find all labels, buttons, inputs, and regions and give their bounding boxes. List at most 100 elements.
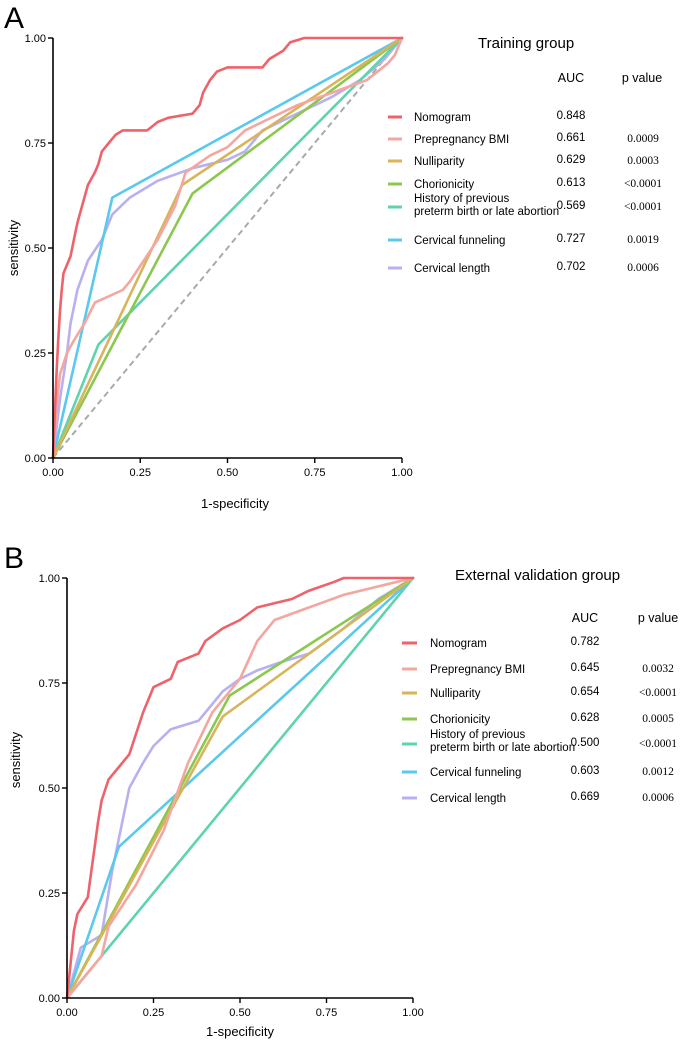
legend-label: Cervical funneling	[414, 235, 505, 247]
legend-auc-header: AUC	[572, 611, 598, 625]
y-axis-title: sensitivity	[8, 731, 23, 788]
legend-p-value: <0.0001	[639, 738, 677, 750]
legend-auc-value: 0.669	[571, 791, 600, 803]
legend-label: Cervical funneling	[430, 767, 521, 779]
x-tick-label: 0.00	[42, 467, 63, 479]
legend-entry: Nomogram 0.782	[402, 636, 599, 650]
legend-entry: Cervical funneling 0.727 0.0019	[388, 233, 659, 247]
legend-auc-value: 0.727	[557, 233, 586, 245]
legend-label: Nulliparity	[430, 688, 481, 700]
roc-curve-prepregnancy-bmi	[51, 36, 404, 460]
legend-auc-value: 0.661	[557, 132, 586, 144]
legend-entry: History of previous preterm birth or late…	[402, 729, 677, 754]
y-tick-label: 0.75	[25, 138, 46, 150]
legend-entry: Nulliparity 0.629 0.0003	[388, 154, 659, 168]
legend-entry: Nomogram 0.848	[388, 110, 585, 124]
legend-auc-value: 0.603	[571, 765, 600, 777]
y-tick-label: 0.00	[39, 993, 60, 1005]
chart-title: Training group	[478, 35, 574, 52]
legend-label: Nomogram	[430, 638, 487, 650]
legend: External validation group AUC p value Nomog…	[402, 567, 678, 805]
roc-curve-history-of-previous-preterm-birth-or-late-abortion	[51, 36, 404, 460]
legend-auc-value: 0.654	[571, 686, 600, 698]
legend-label: Chorionicity	[430, 714, 490, 726]
x-tick-label: 1.00	[402, 1007, 423, 1019]
legend-label-line: preterm birth or late abortion	[430, 742, 575, 754]
legend-entry: History of previous preterm birth or late…	[388, 193, 662, 218]
x-tick-label: 0.00	[56, 1007, 77, 1019]
legend-auc-value: 0.702	[557, 261, 586, 273]
legend-entry: Chorionicity 0.613 <0.0001	[388, 177, 662, 191]
legend-label: Cervical length	[414, 263, 490, 275]
legend-auc-value: 0.645	[571, 662, 600, 674]
legend-entry: Cervical length 0.669 0.0006	[402, 791, 674, 805]
x-tick-label: 1.00	[391, 467, 412, 479]
legend-label: Nomogram	[414, 112, 471, 124]
roc-curve-prepregnancy-bmi	[65, 576, 415, 1000]
legend-auc-value: 0.629	[557, 154, 586, 166]
legend-auc-value: 0.500	[571, 737, 600, 749]
legend-p-value: <0.0001	[624, 178, 662, 190]
y-tick-label: 1.00	[25, 33, 46, 45]
legend-entry: Cervical length 0.702 0.0006	[388, 261, 659, 275]
y-tick-label: 0.25	[25, 348, 46, 360]
legend-auc-value: 0.613	[557, 177, 586, 189]
roc-curve-cervical-length	[51, 36, 404, 460]
y-tick-label: 0.50	[25, 243, 46, 255]
legend-label: History of previous preterm birth or late…	[414, 193, 559, 218]
legend-entry: Prepregnancy BMI 0.661 0.0009	[388, 132, 659, 146]
legend-label: History of previous preterm birth or late…	[430, 729, 575, 754]
legend-auc-value: 0.628	[571, 712, 600, 724]
legend-label: Cervical length	[430, 793, 506, 805]
legend-entry: Cervical funneling 0.603 0.0012	[402, 765, 674, 779]
legend-label: Chorionicity	[414, 179, 474, 191]
legend-p-value: <0.0001	[624, 201, 662, 213]
x-tick-label: 0.50	[229, 1007, 250, 1019]
legend-p-value: 0.0005	[642, 713, 674, 725]
legend-auc-value: 0.848	[557, 110, 586, 122]
legend-label-line: preterm birth or late abortion	[414, 206, 559, 218]
legend-entry: Nulliparity 0.654 <0.0001	[402, 686, 677, 700]
reference-diagonal	[52, 37, 403, 459]
roc-curve-nomogram	[51, 36, 404, 460]
y-tick-label: 0.50	[39, 783, 60, 795]
roc-panel-b: B 0.00 0.25 0.50 0.75 1.00 0.00 0.25 0.50 0.75 1.0…	[4, 542, 678, 1039]
x-tick-label: 0.25	[130, 467, 151, 479]
legend-p-value: 0.0003	[627, 155, 659, 167]
x-tick-label: 0.25	[143, 1007, 164, 1019]
y-tick-label: 0.75	[39, 678, 60, 690]
roc-curve-chorionicity	[51, 36, 404, 460]
panel-label: A	[4, 2, 24, 35]
legend-entry: Chorionicity 0.628 0.0005	[402, 712, 674, 726]
legend-p-header: p value	[638, 611, 678, 625]
roc-panel-a: A 0.00 0.25 0.50 0.75 1.00 0.00 0.25 0.50 0.75 1.0…	[4, 2, 662, 511]
legend-auc-header: AUC	[558, 71, 584, 85]
roc-curve-nulliparity	[65, 576, 415, 1000]
legend-auc-value: 0.569	[557, 200, 586, 212]
legend-p-header: p value	[622, 71, 662, 85]
legend-label-line: History of previous	[414, 193, 509, 205]
roc-curve-chorionicity	[65, 576, 415, 1000]
legend-auc-value: 0.782	[571, 636, 600, 648]
y-tick-label: 1.00	[39, 573, 60, 585]
legend-p-value: 0.0009	[627, 133, 659, 145]
x-tick-label: 0.75	[316, 1007, 337, 1019]
y-tick-label: 0.00	[25, 453, 46, 465]
legend-label: Prepregnancy BMI	[430, 664, 525, 676]
roc-curve-cervical-funneling	[51, 36, 404, 460]
legend-p-value: 0.0012	[642, 766, 674, 778]
legend-p-value: 0.0006	[627, 262, 659, 274]
legend-label: Prepregnancy BMI	[414, 134, 509, 146]
legend-p-value: 0.0032	[642, 663, 674, 675]
legend-p-value: 0.0006	[642, 792, 674, 804]
x-axis-title: 1-specificity	[201, 496, 269, 511]
panel-label: B	[4, 542, 24, 575]
roc-curve-cervical-funneling	[65, 576, 415, 1000]
roc-curve-nomogram	[65, 576, 415, 1000]
chart-title: External validation group	[455, 567, 620, 584]
legend-label-line: History of previous	[430, 729, 525, 741]
legend-entry: Prepregnancy BMI 0.645 0.0032	[402, 662, 674, 676]
x-tick-label: 0.50	[217, 467, 238, 479]
legend-p-value: 0.0019	[627, 234, 659, 246]
